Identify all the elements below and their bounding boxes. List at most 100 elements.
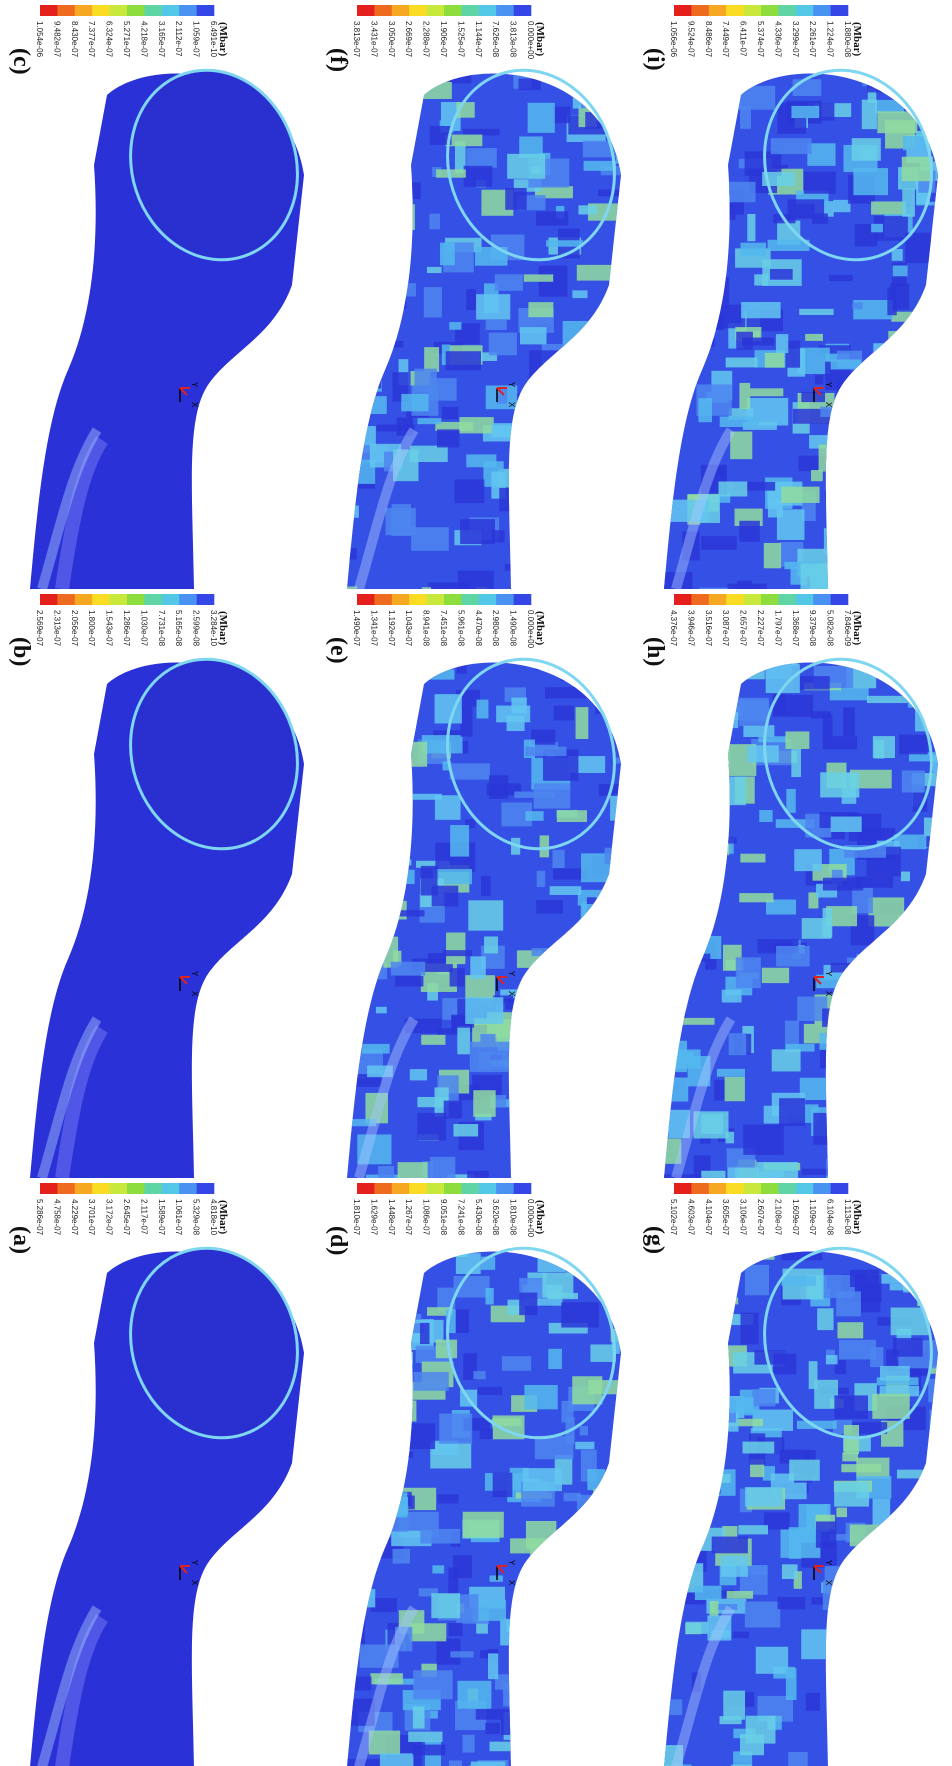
patch: [700, 71, 728, 89]
colorbar-tick-label: 3.620e-08: [491, 1199, 500, 1236]
colorbar-tick-label: 1.043e-07: [404, 610, 413, 647]
patch: [835, 477, 855, 499]
patch: [565, 1168, 576, 1184]
axis-label: Y: [507, 382, 516, 388]
patch: [539, 1683, 553, 1692]
patch: [519, 79, 541, 90]
patch: [697, 277, 729, 308]
patch: [887, 434, 903, 458]
colorbar-segment: [726, 594, 744, 605]
patch: [619, 1675, 652, 1691]
axis-label: X: [824, 991, 833, 997]
patch: [481, 876, 491, 896]
patch: [777, 1597, 805, 1609]
patch: [816, 1521, 836, 1547]
patch: [941, 587, 952, 605]
colorbar-segment: [75, 594, 93, 605]
patch: [414, 369, 436, 393]
patch: [840, 1008, 869, 1034]
patch: [528, 103, 555, 133]
colorbar-tick-label: 4.603e-07: [686, 1199, 695, 1236]
patch: [856, 1458, 889, 1479]
patch: [801, 392, 825, 402]
patch: [450, 67, 471, 84]
patch: [537, 871, 545, 887]
colorbar-segment: [357, 594, 375, 605]
patch: [710, 1601, 719, 1616]
patch: [340, 802, 363, 812]
colorbar-tick-label: 2.980e-08: [491, 610, 500, 647]
patch: [477, 700, 489, 719]
patch: [901, 872, 910, 882]
patch: [604, 1044, 632, 1055]
patch: [362, 1467, 376, 1477]
patch: [902, 189, 915, 217]
patch: [827, 1105, 867, 1115]
patch: [417, 418, 441, 424]
patch: [387, 1418, 400, 1438]
colorbar-tick-label: 1.144e-07: [474, 21, 483, 58]
patch: [791, 749, 801, 777]
patch: [829, 1735, 843, 1744]
colorbar-segment: [392, 5, 410, 16]
patch: [896, 412, 925, 426]
tube-render: [342, 1226, 656, 1766]
patch: [529, 395, 562, 424]
patch: [377, 1400, 417, 1421]
colorbar-tick-label: 1.341e-07: [369, 610, 378, 647]
patch: [584, 161, 616, 171]
patch: [354, 202, 379, 222]
patch: [572, 290, 587, 298]
patch: [464, 166, 493, 187]
colorbar-tick-label: 8.430e-07: [70, 21, 79, 58]
patch: [740, 1313, 758, 1345]
patch: [914, 459, 927, 488]
patch: [580, 1426, 588, 1435]
patch: [553, 960, 587, 976]
patch: [738, 654, 765, 679]
patch: [606, 363, 635, 374]
patch: [456, 1309, 469, 1333]
patch: [351, 751, 370, 762]
patch: [594, 1068, 624, 1080]
patch: [709, 1466, 720, 1494]
colorbar-segment: [496, 1183, 514, 1194]
patch: [519, 1293, 537, 1316]
colorbar-tick-label: 5.374e-07: [756, 21, 765, 58]
colorbar-tick-label: 7.377e-07: [87, 21, 96, 58]
patch: [567, 1685, 602, 1700]
patch: [893, 266, 908, 277]
patch: [762, 968, 789, 983]
patch: [352, 157, 379, 181]
patch: [339, 548, 357, 559]
patch: [350, 812, 377, 831]
colorbar-tick-label: 1.906e-07: [439, 21, 448, 58]
patch: [422, 735, 463, 753]
patch: [615, 360, 646, 373]
axis-label: X: [824, 402, 833, 408]
patch: [864, 582, 878, 601]
patch: [668, 959, 686, 978]
patch: [933, 1571, 943, 1585]
patch: [367, 1257, 378, 1265]
patch: [587, 432, 620, 441]
patch: [480, 1034, 495, 1042]
patch: [584, 1050, 604, 1077]
patch: [557, 810, 587, 822]
patch: [413, 1670, 452, 1699]
colorbar-tick-label: 1.113e-08: [843, 1199, 852, 1235]
patch: [812, 213, 828, 223]
patch: [820, 407, 854, 417]
panel-label: (e): [325, 637, 351, 664]
patch: [878, 1147, 901, 1162]
patch: [411, 527, 449, 551]
patch: [560, 955, 577, 984]
colorbar-segment: [444, 5, 462, 16]
patch: [558, 565, 568, 576]
patch: [695, 870, 717, 893]
colorbar-segment: [444, 1183, 462, 1194]
patch: [413, 1706, 425, 1728]
patch: [786, 1668, 797, 1700]
patch: [772, 1049, 801, 1071]
patch: [547, 525, 557, 538]
